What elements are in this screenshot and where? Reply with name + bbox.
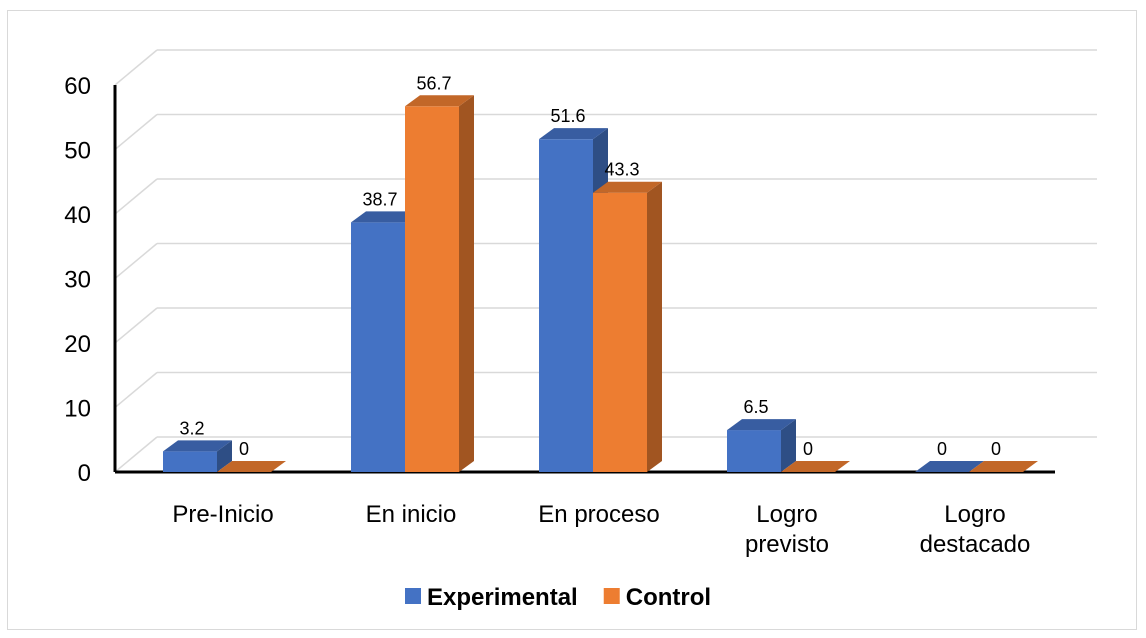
y-tick-label: 50 xyxy=(64,138,91,165)
bar-control-top xyxy=(405,95,474,107)
legend-label-control: Control xyxy=(626,584,711,611)
bar-experimental-top xyxy=(727,419,796,431)
data-label: 56.7 xyxy=(416,73,451,93)
y-tick-label: 20 xyxy=(64,331,91,358)
bar-control-side xyxy=(459,95,474,472)
category-label: En inicio xyxy=(366,501,457,528)
data-label: 0 xyxy=(991,439,1001,459)
data-label: 43.3 xyxy=(604,160,639,180)
y-tick-label: 30 xyxy=(64,267,91,294)
category-label: Pre-Inicio xyxy=(172,501,273,528)
bar-experimental-top xyxy=(539,128,608,140)
bar-experimental-side xyxy=(781,419,796,472)
bar-control-front xyxy=(405,106,459,472)
gridline-30 xyxy=(114,242,158,280)
data-label: 0 xyxy=(937,439,947,459)
legend-swatch-experimental xyxy=(405,588,421,604)
data-label: 38.7 xyxy=(362,189,397,209)
legend-label-experimental: Experimental xyxy=(427,584,578,611)
gridline-20 xyxy=(114,307,158,344)
category-label: En proceso xyxy=(538,501,659,528)
bar-experimental-top xyxy=(915,461,984,472)
y-tick-label: 0 xyxy=(78,460,91,487)
y-tick-label: 10 xyxy=(64,396,91,423)
gridline-60 xyxy=(114,49,158,86)
bar-control-top xyxy=(217,461,286,472)
bar-experimental-front xyxy=(539,139,593,472)
gridline-50 xyxy=(114,113,158,151)
y-tick-label: 60 xyxy=(64,73,91,100)
legend-swatch-control xyxy=(603,588,620,604)
data-label: 3.2 xyxy=(179,418,204,438)
category-label: destacado xyxy=(920,531,1031,558)
bar-control-top xyxy=(593,181,662,193)
y-tick-label: 40 xyxy=(64,202,91,229)
bar-experimental-front xyxy=(727,430,781,472)
data-label: 0 xyxy=(803,439,813,459)
bar-experimental-front xyxy=(351,222,405,472)
bar-control-side xyxy=(647,181,662,472)
bar-experimental-top xyxy=(163,440,232,452)
bar-control-top xyxy=(969,461,1038,472)
bar-experimental-top xyxy=(351,211,420,223)
bar-experimental-side xyxy=(217,440,232,472)
data-label: 51.6 xyxy=(550,106,585,126)
category-label: Logro xyxy=(756,501,817,528)
data-label: 6.5 xyxy=(743,397,768,417)
bar-control-top xyxy=(781,461,850,472)
gridline-0 xyxy=(114,436,158,473)
gridline-10 xyxy=(114,371,158,409)
bar-control-front xyxy=(593,192,647,472)
data-label: 0 xyxy=(239,439,249,459)
category-label: previsto xyxy=(745,531,829,558)
bar-experimental-front xyxy=(163,451,217,472)
gridline-40 xyxy=(114,178,158,215)
category-label: Logro xyxy=(944,501,1005,528)
